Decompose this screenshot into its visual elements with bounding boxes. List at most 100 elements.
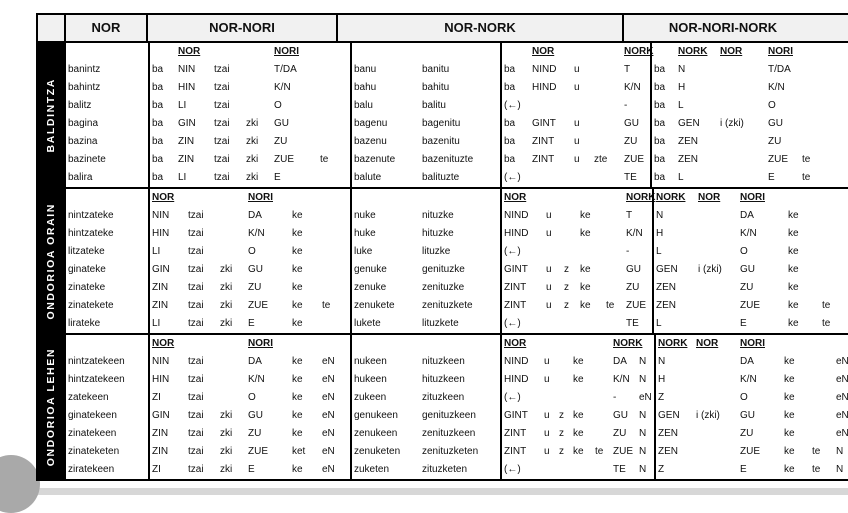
column-group: zinateketen [64, 443, 148, 461]
morpheme-cell [820, 261, 848, 279]
morpheme-cell: ke [573, 374, 584, 385]
morpheme-cell: ket [292, 446, 306, 457]
example-word: luke [354, 246, 373, 257]
morpheme-cell: ke [292, 464, 303, 475]
morpheme-cell [562, 189, 578, 207]
column-group: lukete lituzkete [350, 315, 500, 333]
column-group [350, 189, 500, 207]
morpheme-cell: HIND [532, 82, 557, 93]
morpheme-cell [604, 207, 624, 225]
morpheme-cell: zki [246, 136, 259, 147]
verb-form: zinatekete [68, 300, 114, 311]
column-group: NIN tzai DA ke eN [148, 353, 350, 371]
morpheme-cell [562, 315, 578, 333]
morpheme-cell: ke [292, 356, 303, 367]
morpheme-cell: GU [768, 118, 783, 129]
verb-form: ginateke [68, 264, 106, 275]
morpheme-cell [592, 61, 622, 79]
morpheme-cell: ba [654, 154, 666, 165]
morpheme-cell: GEN [656, 264, 678, 275]
morpheme-cell: tzai [214, 64, 230, 75]
morpheme-cell: N [678, 64, 686, 75]
morpheme-cell: ke [580, 300, 591, 311]
morpheme-cell: GU [740, 264, 755, 275]
verb-form: litzateke [68, 246, 105, 257]
morpheme-cell: T/DA [768, 64, 791, 75]
column-group: ba NIND u T [500, 61, 650, 79]
morpheme-cell: L [678, 100, 684, 111]
morpheme-cell [604, 261, 624, 279]
subheader-row: NOR NORI NOR NORK NORK NOR NORI [64, 189, 848, 207]
morpheme-cell [834, 335, 848, 353]
example-word: bazenu [354, 136, 387, 147]
morpheme-cell [150, 43, 176, 61]
subheader-label: NORI [768, 46, 793, 57]
morpheme-cell: ZINT [504, 282, 527, 293]
table-row: bahintz ba HIN tzai K/N bahu bahitu ba HIND u K/N b… [64, 79, 848, 97]
subheader-label: NORK [626, 192, 656, 203]
example-word: nuke [354, 210, 376, 221]
morpheme-cell: K/N [624, 82, 641, 93]
morpheme-cell [694, 461, 738, 479]
morpheme-cell: K/N [613, 374, 630, 385]
table-row: hintzateke HIN tzai K/N ke huke hituzke HIND u ke… [64, 225, 848, 243]
column-group: zenuke zenituzke [350, 279, 500, 297]
morpheme-cell: ke [784, 428, 795, 439]
verb-form: bagina [68, 118, 99, 129]
morpheme-cell [696, 297, 738, 315]
column-group: HIN tzai K/N ke eN [148, 371, 350, 389]
morpheme-cell: GU [626, 264, 641, 275]
table-row: zinatekete ZIN tzai zki ZUE ke te zenukete zenit… [64, 297, 848, 315]
morpheme-cell: eN [836, 374, 848, 385]
column-group: (←) - [500, 97, 650, 115]
example-word: lituzke [422, 246, 451, 257]
column-group: GEN i (zki) GU ke eN [654, 407, 848, 425]
conjugation-table: NOR NOR-NORI NOR-NORK NOR-NORI-NORK BALD… [36, 13, 848, 481]
column-group: ba ZEN ZUE te [650, 151, 848, 169]
morpheme-cell: ba [654, 82, 666, 93]
subheader-label: NORK [658, 338, 688, 349]
morpheme-cell: ke [573, 410, 584, 421]
morpheme-cell: O [768, 100, 776, 111]
column-group: lirateke [64, 315, 148, 333]
morpheme-cell: HIN [152, 374, 170, 385]
morpheme-cell: ke [784, 446, 795, 457]
morpheme-cell: tzai [214, 100, 230, 111]
morpheme-cell: eN [322, 446, 335, 457]
example-word: zituzketen [422, 464, 468, 475]
morpheme-cell: - [613, 392, 617, 403]
example-word: hituzke [422, 228, 454, 239]
column-group: bagina [64, 115, 148, 133]
verb-form: ginatekeen [68, 410, 117, 421]
example-word [420, 43, 500, 61]
column-group: NORK NOR NORI [652, 189, 848, 207]
column-group: luke lituzke [350, 243, 500, 261]
morpheme-cell: ke [292, 282, 303, 293]
column-group: banintz [64, 61, 148, 79]
column-group: NIND u ke T [500, 207, 652, 225]
morpheme-cell: ke [573, 356, 584, 367]
table-row: bazinete ba ZIN tzai zki ZUE te bazenute bazenit… [64, 151, 848, 169]
morpheme-cell: E [248, 464, 255, 475]
morpheme-cell [572, 97, 592, 115]
column-group: (←) - [500, 243, 652, 261]
morpheme-cell: O [248, 246, 256, 257]
morpheme-cell: tzai [188, 428, 204, 439]
column-group: ziratekeen [64, 461, 148, 479]
morpheme-cell [820, 207, 848, 225]
morpheme-cell: H [658, 374, 666, 385]
example-word: bazenute [354, 154, 396, 165]
section-side-label: ONDORIOA ORAIN [38, 189, 64, 333]
column-group: bazenute bazenituzte [350, 151, 500, 169]
morpheme-cell: u [544, 428, 550, 439]
column-group: bazenu bazenitu [350, 133, 500, 151]
morpheme-cell: N [639, 428, 647, 439]
morpheme-cell: T/DA [274, 64, 297, 75]
morpheme-cell: eN [639, 392, 652, 403]
morpheme-cell [694, 425, 738, 443]
table-row: nintzatekeen NIN tzai DA ke eN nukeen nituzkeen… [64, 353, 848, 371]
morpheme-cell [502, 43, 530, 61]
